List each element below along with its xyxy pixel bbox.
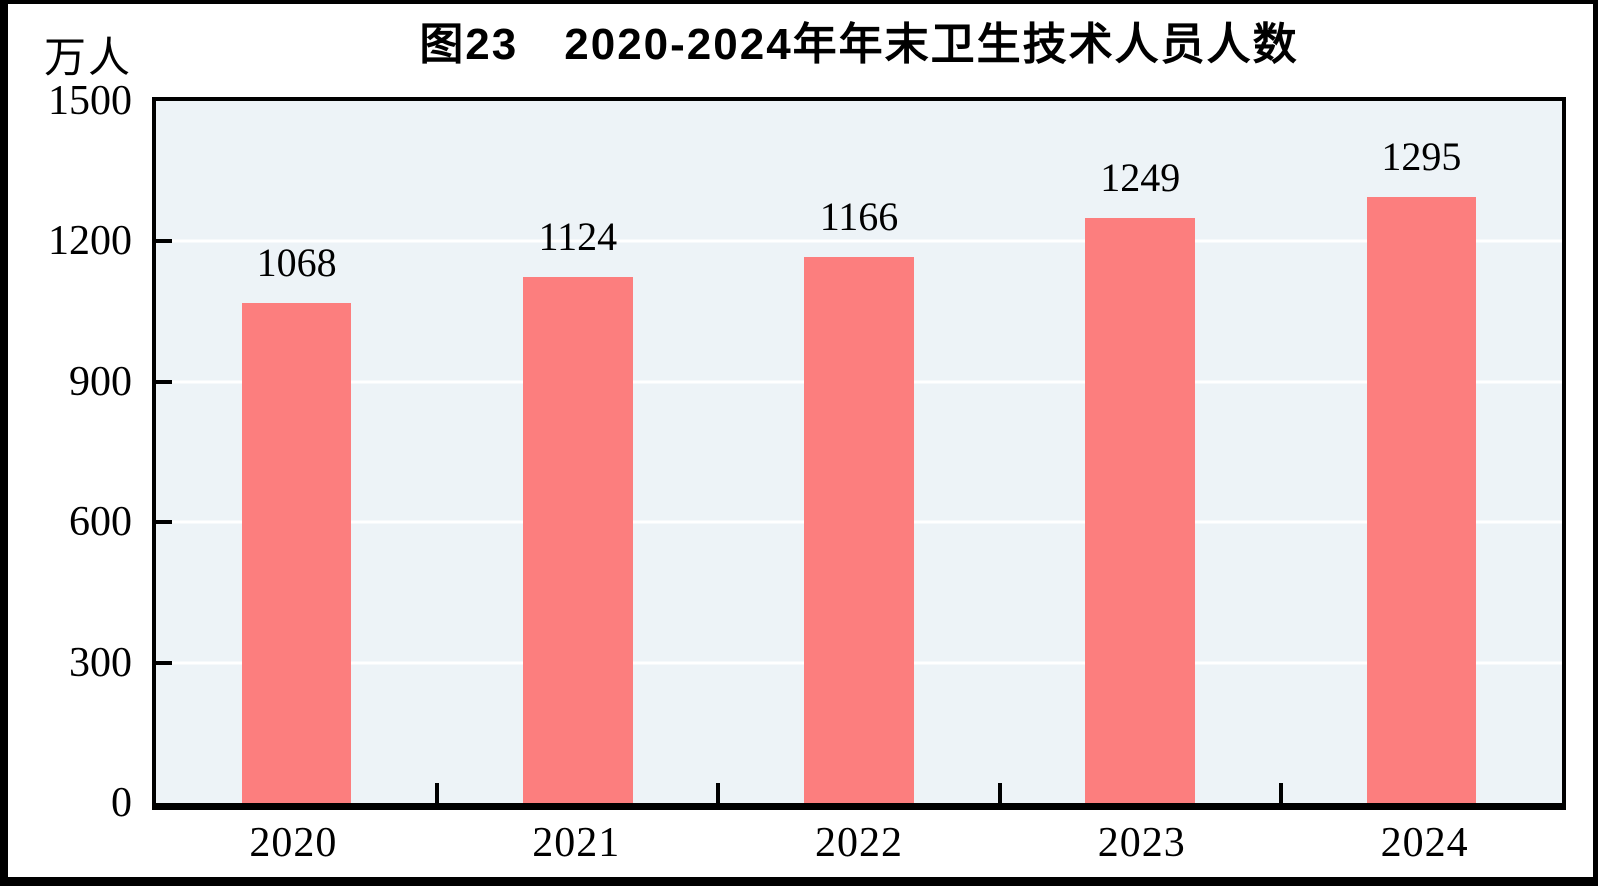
bar	[804, 257, 914, 803]
x-axis-tick	[716, 783, 721, 803]
plot-area: 1068 1124 1166 1249 1295	[156, 101, 1562, 803]
x-axis-tick	[1278, 783, 1283, 803]
bar-cell: 1249	[1000, 101, 1281, 803]
bar	[522, 276, 633, 803]
plot-frame: 1068 1124 1166 1249 1295	[152, 97, 1566, 810]
y-axis-tick	[156, 520, 172, 525]
x-tick-label: 2024	[1380, 820, 1469, 866]
y-tick-label: 1500	[48, 78, 132, 124]
y-tick-label: 1200	[48, 218, 132, 265]
x-tick-label: 2021	[532, 820, 621, 866]
bar-cell: 1295	[1281, 101, 1562, 803]
bar-series: 1068 1124 1166 1249 1295	[156, 101, 1562, 803]
y-tick-label: 300	[69, 639, 132, 686]
chart-title: 图23 2020-2024年年末卫生技术人员人数	[419, 20, 1299, 69]
y-axis: 0 300 600 900 1200 1500	[8, 80, 144, 824]
y-axis-tick	[156, 379, 172, 384]
y-axis-tick	[156, 239, 172, 244]
x-axis-tick	[435, 783, 440, 803]
bar-value-label: 1068	[256, 240, 337, 286]
y-tick-label: 900	[69, 358, 132, 405]
bar	[1366, 196, 1477, 803]
y-tick-label: 600	[69, 499, 132, 546]
bar-value-label: 1295	[1381, 133, 1462, 179]
bar-cell: 1166	[718, 101, 999, 803]
gridline	[156, 239, 1562, 243]
bar	[1085, 218, 1196, 803]
x-tick-label: 2022	[814, 820, 903, 866]
x-axis-labels: 2020 2021 2022 2023 2024	[152, 816, 1566, 870]
x-tick-label: 2023	[1097, 820, 1186, 866]
bar-cell: 1124	[437, 101, 718, 803]
bar-value-label: 1124	[538, 213, 618, 259]
x-axis-tick	[997, 783, 1002, 803]
bar-cell: 1068	[156, 101, 437, 803]
bar-value-label: 1166	[819, 194, 899, 240]
y-tick-label: 0	[111, 780, 132, 826]
y-axis-unit-label: 万人	[44, 36, 133, 82]
bar	[241, 303, 352, 803]
x-tick-label: 2020	[249, 820, 338, 866]
y-axis-tick	[156, 660, 172, 665]
bar-value-label: 1249	[1100, 155, 1181, 201]
